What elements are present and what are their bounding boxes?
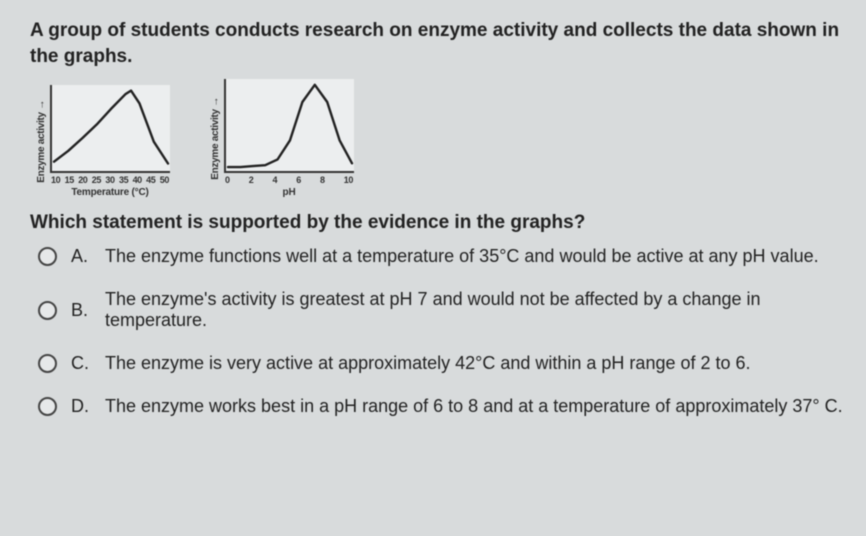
chart1-plot-area (50, 85, 170, 173)
xtick-label: 4 (273, 175, 278, 185)
option-text: The enzyme's activity is greatest at pH … (105, 289, 844, 331)
option-letter: C. (71, 353, 91, 374)
radio-button[interactable] (38, 397, 57, 416)
prompt-text: A group of students conducts research on… (30, 18, 844, 69)
option-text: The enzyme is very active at approximate… (105, 353, 751, 374)
radio-button[interactable] (38, 354, 57, 373)
radio-button[interactable] (38, 247, 57, 266)
xtick-label: 30 (105, 175, 114, 185)
option-row[interactable]: B. The enzyme's activity is greatest at p… (38, 289, 844, 331)
worksheet-page: A group of students conducts research on… (0, 0, 866, 435)
xtick-label: 0 (225, 175, 230, 185)
chart1-ylabel: Enzyme activity → (36, 100, 47, 183)
chart2-xlabel: pH (283, 187, 296, 198)
chart2-xticks: 0 2 4 6 8 10 (225, 175, 353, 185)
xtick-label: 8 (320, 175, 325, 185)
xtick-label: 10 (344, 175, 353, 185)
xtick-label: 6 (296, 175, 301, 185)
xtick-label: 40 (133, 175, 142, 185)
options-list: A. The enzyme functions well at a tempera… (38, 246, 844, 417)
temperature-chart: Enzyme activity → 10 15 20 25 30 35 40 45 50 Tem… (36, 85, 170, 198)
chart1-xlabel: Temperature (°C) (71, 187, 148, 198)
chart1-inner: 10 15 20 25 30 35 40 45 50 Temperature (°C) (50, 85, 170, 198)
option-letter: A. (71, 246, 91, 267)
xtick-label: 15 (65, 175, 74, 185)
chart2-ylabel: Enzyme activity → (210, 97, 221, 180)
option-letter: D. (71, 396, 91, 417)
option-row[interactable]: C. The enzyme is very active at approxima… (38, 353, 844, 374)
xtick-label: 45 (146, 175, 155, 185)
ph-chart: Enzyme activity → 0 2 4 6 8 10 pH (210, 79, 354, 198)
xtick-label: 20 (78, 175, 87, 185)
option-row[interactable]: D. The enzyme works best in a pH range of… (38, 396, 844, 417)
xtick-label: 35 (119, 175, 128, 185)
xtick-label: 25 (92, 175, 101, 185)
option-text: The enzyme functions well at a temperatu… (105, 246, 819, 267)
option-row[interactable]: A. The enzyme functions well at a tempera… (38, 246, 844, 267)
xtick-label: 2 (249, 175, 254, 185)
chart2-plot-area (224, 79, 354, 173)
option-letter: B. (71, 300, 91, 321)
xtick-label: 50 (160, 175, 169, 185)
xtick-label: 10 (51, 175, 60, 185)
option-text: The enzyme works best in a pH range of 6… (105, 396, 843, 417)
question-text: Which statement is supported by the evid… (30, 212, 844, 234)
chart1-xticks: 10 15 20 25 30 35 40 45 50 (51, 175, 169, 185)
radio-button[interactable] (38, 301, 57, 320)
chart2-inner: 0 2 4 6 8 10 pH (224, 79, 354, 198)
charts-row: Enzyme activity → 101520253035404550 Tem… (36, 79, 844, 198)
